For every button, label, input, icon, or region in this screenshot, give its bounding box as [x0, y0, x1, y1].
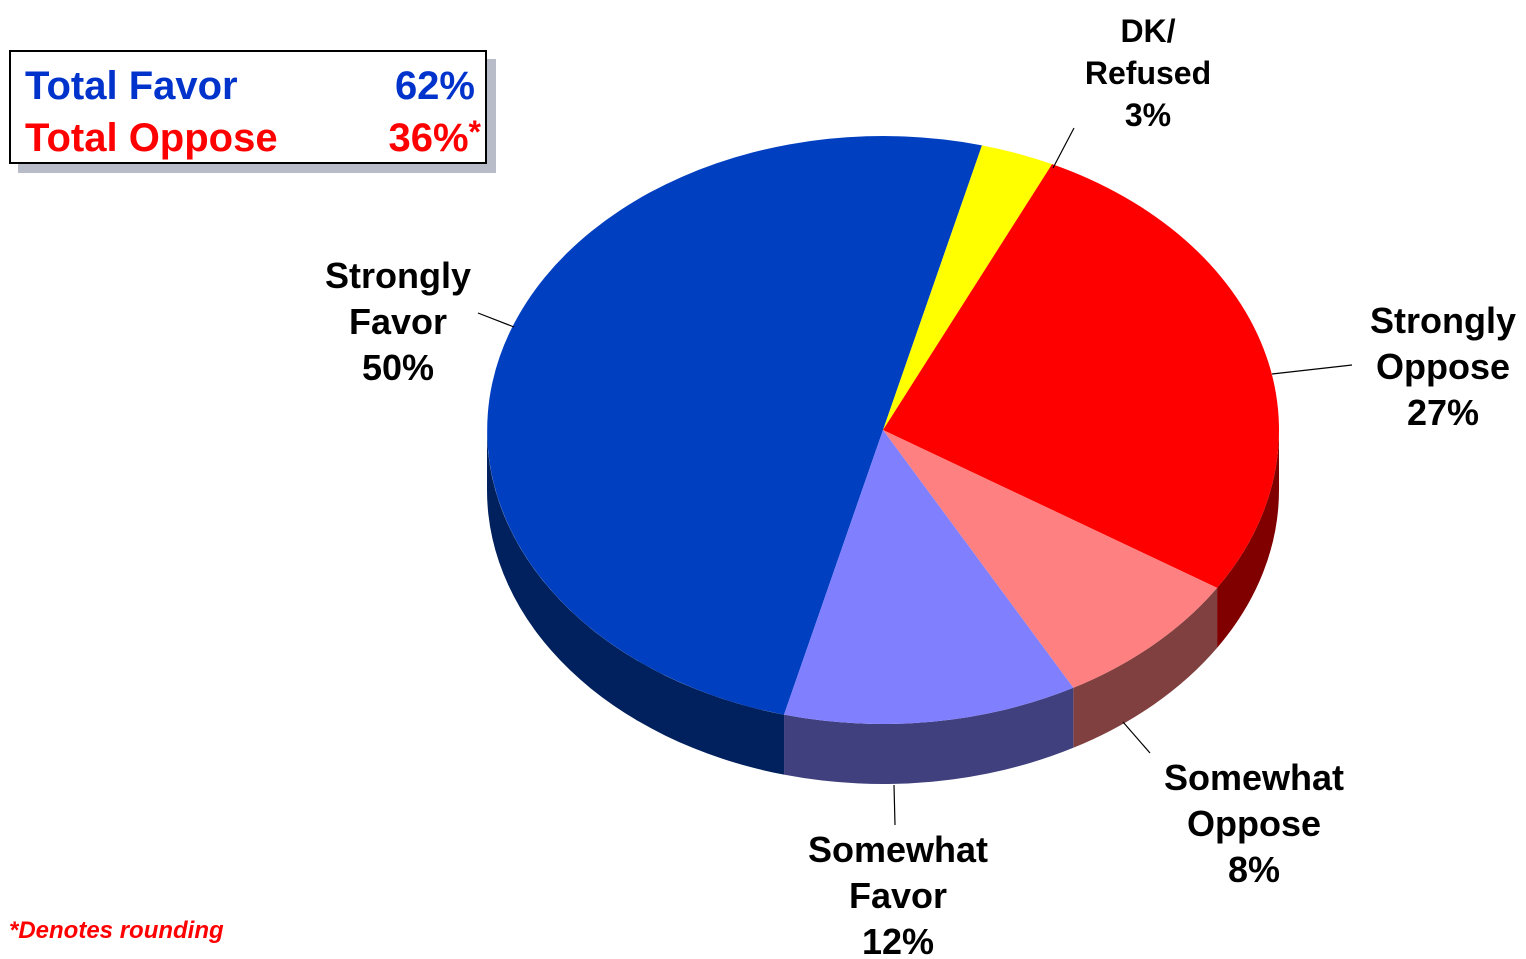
leader-line-somewhat-favor — [893, 784, 896, 826]
slice-label-somewhat-oppose: Somewhat — [1164, 757, 1344, 798]
slice-dk-refused — [883, 145, 1053, 430]
leader-line-dk-refused — [1052, 127, 1075, 169]
slice-label-strongly-favor: Favor — [349, 301, 447, 342]
slice-somewhat-favor — [784, 430, 1074, 724]
slice-strongly-favor — [487, 136, 982, 715]
total-oppose-label: Total Oppose — [25, 116, 278, 160]
rounding-asterisk: * — [468, 114, 481, 150]
slice-value-strongly-favor: 50% — [362, 347, 434, 388]
slice-label-dk-refused: DK/ — [1120, 13, 1175, 49]
slice-side-somewhat-favor — [784, 687, 1074, 784]
slice-label-dk-refused: Refused — [1085, 55, 1211, 91]
slice-side-strongly-favor — [487, 430, 785, 775]
leader-line-strongly-oppose — [1271, 364, 1353, 375]
slice-value-strongly-oppose: 27% — [1407, 392, 1479, 433]
pie-3d-sides — [487, 430, 1279, 784]
slice-labels: Strongly Favor 50% DK/Refused 3% Strongly Oppo… — [325, 13, 1516, 959]
leader-line-somewhat-oppose — [1122, 721, 1151, 754]
slice-side-somewhat-oppose — [1073, 587, 1218, 748]
rounding-footnote: *Denotes rounding — [9, 917, 224, 944]
leader-lines — [477, 127, 1353, 826]
slice-side-strongly-oppose — [1217, 430, 1279, 648]
slice-label-strongly-oppose: Oppose — [1376, 346, 1510, 387]
slice-label-somewhat-favor: Favor — [849, 875, 947, 916]
leader-line-strongly-favor — [477, 312, 515, 328]
total-favor-row: Total Favor 62% — [25, 60, 475, 112]
slice-label-strongly-oppose: Strongly — [1370, 300, 1516, 341]
slice-value-dk-refused: 3% — [1125, 97, 1171, 133]
slice-somewhat-oppose — [883, 430, 1218, 688]
slice-label-strongly-favor: Strongly — [325, 255, 471, 296]
pie-slices — [487, 136, 1279, 724]
total-favor-value: 62% — [394, 64, 475, 108]
slice-label-somewhat-oppose: Oppose — [1187, 803, 1321, 844]
slice-value-somewhat-oppose: 8% — [1228, 849, 1280, 890]
totals-summary-box: Total Favor 62% Total Oppose 36%* — [9, 50, 487, 164]
total-oppose-row: Total Oppose 36%* — [25, 112, 481, 164]
slice-label-somewhat-favor: Somewhat — [808, 829, 988, 870]
slice-value-somewhat-favor: 12% — [862, 921, 934, 959]
total-favor-label: Total Favor — [25, 64, 238, 108]
slice-strongly-oppose — [883, 164, 1279, 588]
total-oppose-value-group: 36%* — [388, 112, 481, 164]
total-oppose-value: 36% — [388, 116, 469, 160]
